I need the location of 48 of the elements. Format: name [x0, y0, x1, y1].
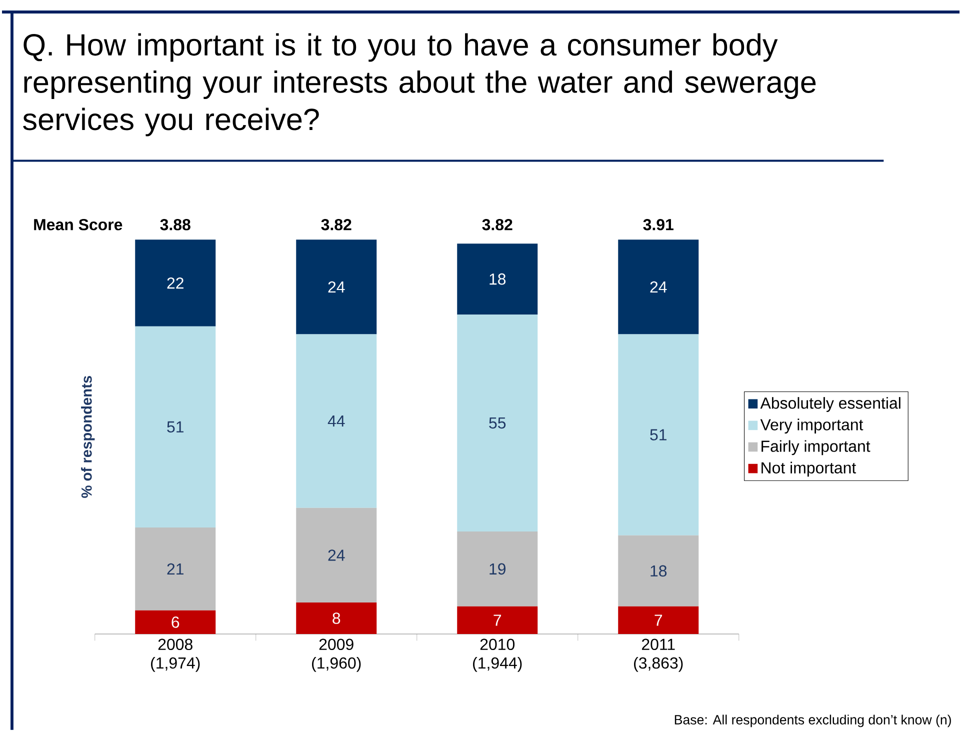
data-label: 55 [489, 418, 506, 429]
data-label: 24 [328, 550, 345, 561]
bar [135, 528, 216, 611]
data-label: 6 [172, 616, 180, 628]
legend-label: Absolutely essential [760, 397, 900, 412]
data-label: 18 [490, 274, 506, 285]
bar [457, 244, 538, 315]
data-label: 19 [490, 564, 506, 575]
y-axis-title: % of respondents [81, 376, 95, 498]
bar [296, 602, 377, 634]
bar [618, 334, 699, 536]
data-label: 24 [650, 282, 667, 293]
text: Mean Score [34, 219, 122, 231]
chart-title: Q. How important is it to you to have a consumer body representing your interests about the water and sewerage services you receive? [23, 33, 816, 137]
data-label: 24 [328, 282, 345, 293]
bar [135, 240, 216, 327]
data-label: 51 [167, 422, 184, 433]
data-label: 18 [650, 566, 667, 577]
data-label: 8 [332, 612, 340, 624]
data-label: 7 [494, 614, 502, 626]
legend-label: Fairly important [762, 440, 870, 456]
bar [296, 334, 377, 508]
bar [457, 314, 538, 532]
bar [457, 532, 538, 607]
text: 3.91 [643, 219, 674, 231]
bar [618, 240, 699, 335]
bar [457, 606, 538, 634]
bar [296, 240, 377, 335]
text: 3.82 [482, 219, 512, 231]
text: 3.88 [160, 219, 190, 231]
bar [618, 536, 699, 607]
bar [135, 326, 216, 528]
x-tick-label: 2009 (1,960) [312, 638, 361, 672]
x-tick-label: 2011 (3,863) [634, 638, 683, 672]
bar [618, 606, 699, 634]
text: Base: All respondents excluding don’t know (n) [674, 714, 951, 728]
data-label: 22 [167, 278, 184, 289]
x-tick-label: 2008 (1,974) [151, 638, 200, 672]
legend-label: Not important [762, 462, 856, 477]
data-label: 21 [167, 564, 184, 575]
data-label: 44 [328, 416, 345, 427]
text: 3.82 [321, 219, 352, 231]
bar [296, 508, 377, 603]
legend-label: Very important [760, 418, 864, 434]
x-tick-label: 2010 (1,944) [473, 638, 522, 672]
bar [135, 610, 216, 634]
data-label: 51 [650, 430, 666, 441]
data-label: 7 [654, 614, 662, 626]
